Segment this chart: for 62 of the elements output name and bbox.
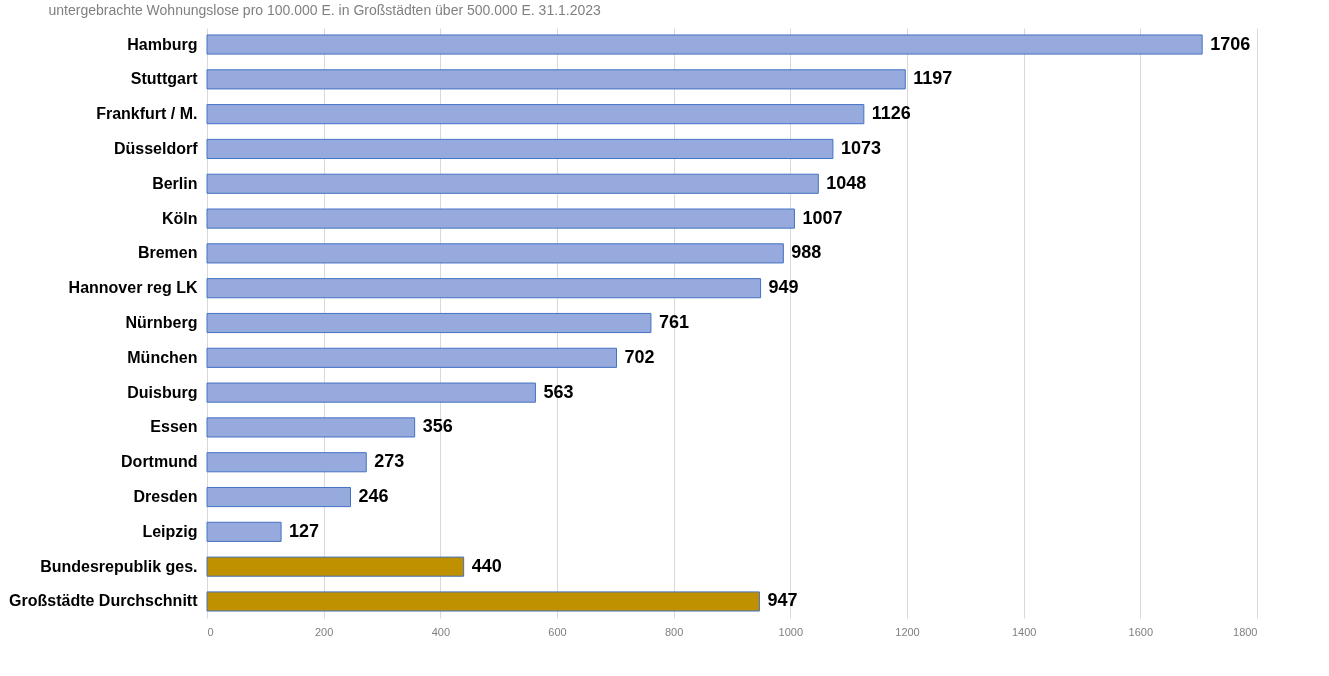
x-tick-label: 800 [664,625,684,638]
bar [206,34,1203,55]
data-label: 947 [767,590,798,611]
y-tick-label: Düsseldorf [113,139,199,157]
bar [206,243,784,264]
data-label: 1706 [1210,33,1251,54]
bar [206,104,865,125]
data-label: 440 [471,555,502,576]
x-tick-label: 600 [548,625,567,638]
y-tick-label: Hannover reg LK [68,279,198,297]
x-tick-label: 1200 [895,625,920,638]
data-label: 1007 [802,207,843,228]
data-label: 356 [422,416,453,437]
data-label: 761 [658,312,689,332]
data-label: 273 [374,451,405,472]
y-tick-label: Berlin [152,174,198,192]
y-tick-label: Stuttgart [130,70,199,88]
y-tick-label: Dresden [133,488,198,506]
bar [206,382,536,403]
bar [206,521,282,542]
bar [206,556,465,577]
bar [206,173,819,194]
data-label: 1126 [871,103,911,124]
bar [206,312,652,334]
data-label: 1197 [913,68,953,89]
y-tick-label: Duisburg [127,383,198,401]
bar [206,452,367,473]
bar [206,278,762,299]
y-tick-label: Nürnberg [125,314,198,331]
x-tick-label: 200 [314,625,334,638]
y-tick-label: Bundesrepublik ges. [40,557,198,575]
data-label: 246 [358,486,389,507]
bar [206,486,351,508]
y-tick-label: Hamburg [127,35,198,53]
data-label: 563 [543,381,574,402]
x-tick-label: 1400 [1011,625,1037,638]
y-tick-label: Leipzig [142,522,198,540]
bar [206,591,760,612]
y-tick-label: Essen [150,418,198,436]
y-tick-label: Bremen [137,244,198,262]
data-label: 949 [768,277,799,298]
y-tick-label: Frankfurt / M. [96,105,198,123]
data-label: 127 [289,520,320,541]
x-tick-label: 1000 [778,625,804,638]
x-tick-label: 0 [207,625,214,638]
data-label: 702 [624,346,655,367]
data-label: 1048 [826,172,867,193]
x-tick-label: 400 [431,625,451,638]
bar [206,69,906,90]
chart-title: untergebrachte Wohnungslose pro 100.000 E. in Großstädten über 500.000 E. 31.1.2023 [48,2,602,18]
x-tick-label: 1600 [1128,625,1154,638]
data-label: 1073 [840,137,881,158]
y-tick-label: Großstädte Durchschnitt [9,592,199,610]
bar [206,417,416,438]
x-tick-label: 1800 [1233,625,1258,638]
bar [206,208,795,229]
bar [206,347,617,368]
bar [206,138,834,160]
y-tick-label: Dortmund [121,453,198,471]
y-tick-label: Köln [161,209,198,227]
y-tick-label: München [127,348,198,366]
data-label: 988 [791,242,822,263]
